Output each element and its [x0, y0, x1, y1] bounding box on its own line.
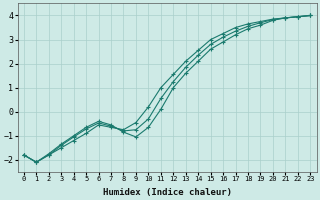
X-axis label: Humidex (Indice chaleur): Humidex (Indice chaleur) — [103, 188, 232, 197]
